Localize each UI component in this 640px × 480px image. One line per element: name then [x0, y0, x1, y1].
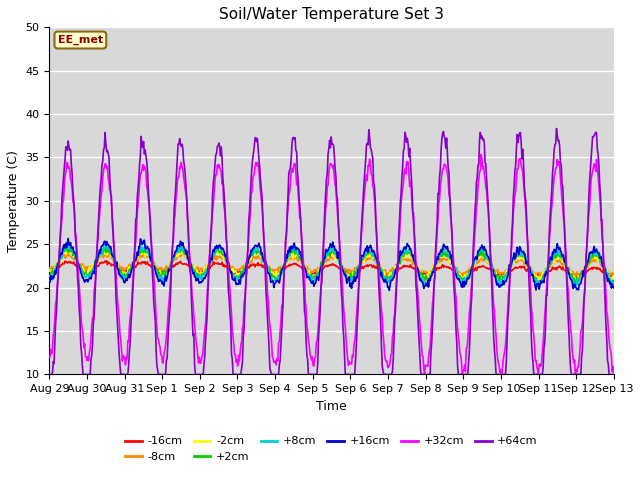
- Line: -16cm: -16cm: [49, 261, 614, 278]
- +32cm: [401, 169, 408, 175]
- -8cm: [171, 253, 179, 259]
- -2cm: [202, 268, 209, 274]
- -2cm: [115, 266, 122, 272]
- +64cm: [553, 126, 561, 132]
- -8cm: [537, 274, 545, 280]
- Line: +32cm: +32cm: [49, 155, 614, 374]
- -2cm: [418, 274, 426, 280]
- -8cm: [56, 260, 63, 266]
- +2cm: [572, 281, 579, 287]
- Legend: -16cm, -8cm, -2cm, +2cm, +8cm, +16cm, +32cm, +64cm: -16cm, -8cm, -2cm, +2cm, +8cm, +16cm, +3…: [121, 432, 542, 467]
- Line: +2cm: +2cm: [49, 246, 614, 284]
- -8cm: [45, 265, 53, 271]
- +2cm: [202, 267, 209, 273]
- +16cm: [419, 279, 426, 285]
- Text: EE_met: EE_met: [58, 35, 103, 45]
- X-axis label: Time: Time: [316, 400, 347, 413]
- +64cm: [171, 196, 179, 202]
- -8cm: [418, 270, 426, 276]
- +2cm: [418, 270, 426, 276]
- +64cm: [56, 246, 63, 252]
- -16cm: [570, 276, 578, 281]
- +64cm: [401, 146, 408, 152]
- +16cm: [202, 274, 209, 279]
- +8cm: [115, 271, 122, 276]
- +16cm: [385, 288, 393, 293]
- +32cm: [417, 331, 424, 336]
- -8cm: [401, 256, 409, 262]
- +64cm: [417, 369, 424, 374]
- Title: Soil/Water Temperature Set 3: Soil/Water Temperature Set 3: [219, 7, 444, 22]
- -2cm: [45, 268, 53, 274]
- +64cm: [45, 372, 53, 377]
- +32cm: [114, 299, 122, 305]
- +2cm: [115, 266, 122, 272]
- -16cm: [56, 264, 63, 270]
- +64cm: [201, 353, 209, 359]
- Line: +16cm: +16cm: [49, 239, 614, 290]
- +32cm: [56, 245, 63, 251]
- +2cm: [401, 251, 409, 256]
- -8cm: [202, 264, 209, 270]
- +8cm: [45, 278, 53, 284]
- Line: +64cm: +64cm: [49, 129, 614, 374]
- +16cm: [115, 266, 122, 272]
- Line: -2cm: -2cm: [49, 249, 614, 281]
- +8cm: [172, 250, 180, 256]
- +16cm: [65, 236, 72, 241]
- -8cm: [610, 271, 618, 277]
- -16cm: [45, 267, 53, 273]
- +64cm: [610, 372, 618, 377]
- -2cm: [172, 251, 180, 257]
- +8cm: [103, 241, 111, 247]
- Line: +8cm: +8cm: [49, 244, 614, 288]
- +32cm: [171, 213, 179, 219]
- -16cm: [202, 268, 209, 274]
- +16cm: [45, 279, 53, 285]
- +8cm: [56, 256, 63, 262]
- +2cm: [56, 257, 63, 263]
- -2cm: [537, 278, 545, 284]
- -2cm: [56, 253, 63, 259]
- +2cm: [65, 243, 73, 249]
- -8cm: [175, 252, 183, 257]
- +64cm: [114, 325, 122, 331]
- +2cm: [172, 251, 180, 256]
- -8cm: [114, 263, 122, 269]
- +16cm: [402, 246, 410, 252]
- -16cm: [101, 258, 109, 264]
- -16cm: [610, 274, 618, 280]
- +8cm: [401, 247, 409, 252]
- +16cm: [56, 255, 63, 261]
- -16cm: [401, 263, 409, 268]
- +32cm: [45, 354, 53, 360]
- +8cm: [496, 285, 504, 290]
- +32cm: [458, 372, 466, 377]
- +16cm: [610, 285, 618, 291]
- -16cm: [172, 261, 180, 267]
- Y-axis label: Temperature (C): Temperature (C): [7, 150, 20, 252]
- +8cm: [202, 270, 209, 276]
- -2cm: [66, 246, 74, 252]
- +16cm: [172, 248, 180, 254]
- +32cm: [201, 326, 209, 332]
- +32cm: [477, 152, 485, 157]
- -2cm: [401, 253, 409, 259]
- -16cm: [115, 266, 122, 272]
- +32cm: [610, 369, 618, 375]
- -2cm: [610, 275, 618, 280]
- +2cm: [610, 278, 618, 284]
- Line: -8cm: -8cm: [49, 254, 614, 277]
- -16cm: [418, 269, 426, 275]
- +2cm: [45, 274, 53, 279]
- +8cm: [610, 281, 618, 287]
- +8cm: [418, 276, 426, 282]
